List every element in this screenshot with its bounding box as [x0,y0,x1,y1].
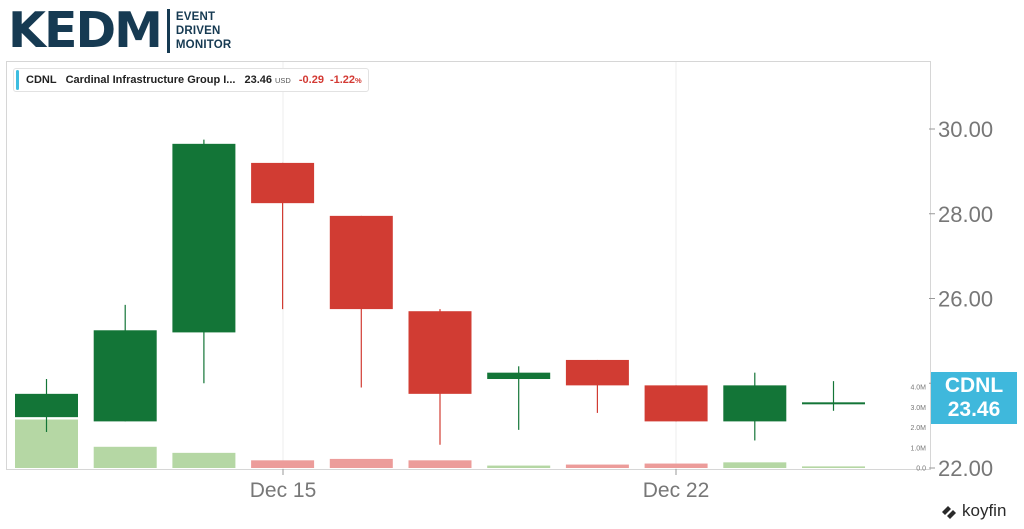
quote-change-percent-value: -1.22 [329,74,356,86]
quote-change: -0.29 [298,74,324,86]
volume-tick-label: 0.0 [916,466,926,473]
quote-ticker: CDNL [26,74,57,86]
quote-price: 23.46 [244,74,273,86]
volume-bar [172,452,236,468]
logo-sub-line: DRIVEN [175,24,221,37]
candle-body [802,402,865,405]
y-tick-label: 30.00 [938,117,993,142]
last-price-tag: CDNL 23.46 [931,372,1017,424]
candle-body [408,311,472,394]
candle-body [644,385,708,422]
quote-company-name: Cardinal Infrastructure Group I... [65,74,236,86]
percent-sign: % [355,76,362,85]
volume-tick-label: 4.0M [910,385,926,392]
volume-bar [487,465,551,468]
koyfin-watermark: koyfin [940,501,1006,521]
candle-body [565,359,629,386]
volume-bar [565,464,629,468]
candle-body [93,330,157,422]
candle-body [172,143,236,333]
logo-wordmark: KEDM [8,2,163,59]
volume-bar [329,458,393,468]
quote-header[interactable]: CDNL Cardinal Infrastructure Group I... … [13,68,369,92]
x-tick-label: Dec 22 [643,479,710,502]
price-tag-ticker: CDNL [944,374,1004,397]
candle-body [723,385,787,422]
logo-divider [166,8,170,53]
koyfin-logo-icon [942,506,956,519]
candle-body [251,162,315,204]
logo-sub-line: EVENT [175,10,216,23]
y-tick-label: 26.00 [938,287,993,312]
volume-tick-label: 1.0M [910,445,926,452]
price-tag-price: 23.46 [947,398,1001,421]
quote-accent-bar [16,70,19,90]
volume-bar [408,460,472,468]
candle-body [329,215,393,310]
volume-bar [802,466,865,468]
volume-bar [251,460,315,468]
quote-currency: USD [275,75,291,85]
koyfin-wordmark: koyfin [962,501,1007,520]
volume-bar [644,463,708,468]
quote-change-percent: -1.22% [330,74,362,86]
x-tick-label: Dec 15 [250,479,317,502]
kedm-logo: KEDM EVENT DRIVEN MONITOR [8,6,231,55]
volume-bar [93,446,157,468]
logo-sub-line: MONITOR [175,38,232,51]
y-tick-label: 22.00 [938,456,993,481]
volume-tick-label: 3.0M [910,405,926,412]
y-tick-label: 28.00 [938,202,993,227]
candle-body [15,393,78,418]
volume-tick-label: 2.0M [910,425,926,432]
candle-body [487,372,551,380]
volume-bar [723,462,787,468]
logo-subtitle: EVENT DRIVEN MONITOR [176,10,232,52]
